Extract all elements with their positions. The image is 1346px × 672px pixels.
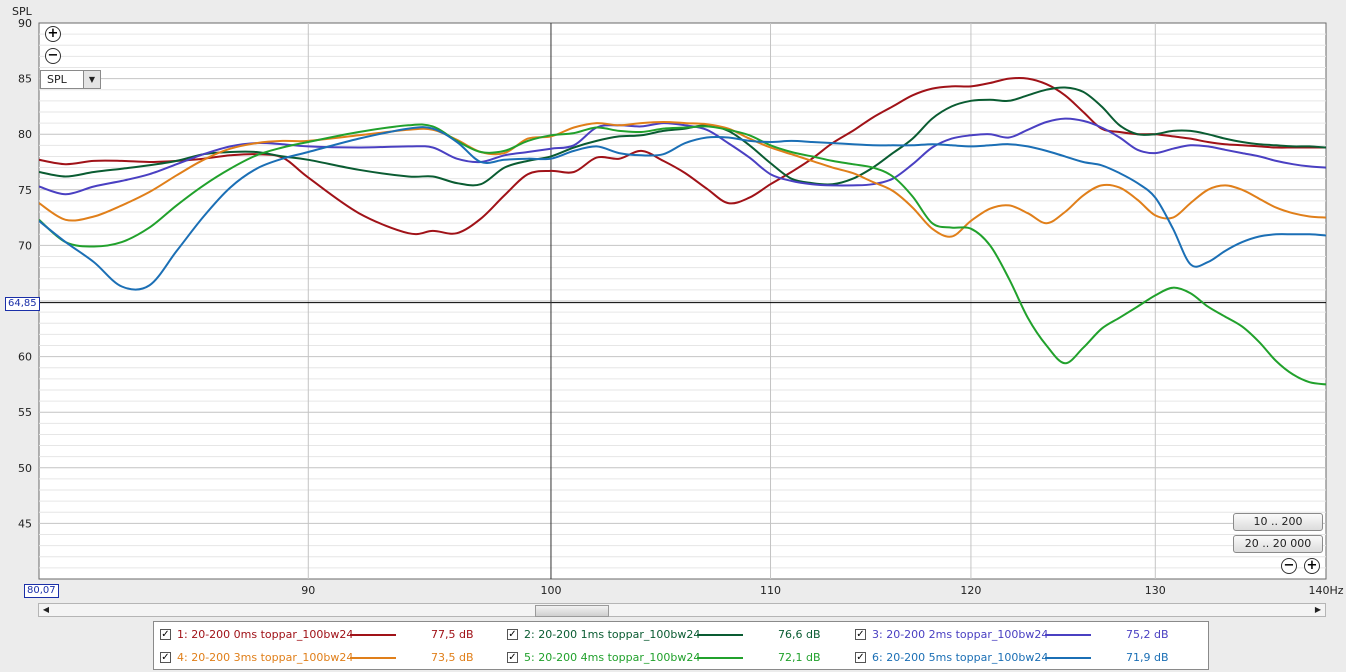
series-line-4: [39, 120, 1326, 238]
legend-value: 76,6 dB: [778, 628, 821, 641]
scroll-left-icon[interactable]: ◀: [42, 605, 50, 614]
y-tick-label: 60: [18, 351, 32, 364]
legend-line-swatch: [1045, 657, 1091, 659]
legend-item-1: ✓ 1: 20-200 0ms toppar_100bw24 77,5 dB: [160, 627, 490, 643]
legend-line-swatch: [1045, 634, 1091, 636]
legend-line-swatch: [350, 634, 396, 636]
x-start-readout: 80,07: [24, 584, 59, 598]
legend-series-name: 1: 20-200 0ms toppar_100bw24: [177, 628, 354, 641]
measurement-select[interactable]: SPL ▼: [40, 70, 101, 89]
scroll-thumb[interactable]: [535, 605, 609, 617]
y-tick-label: 70: [18, 239, 32, 252]
x-end-label: 140Hz: [1308, 584, 1343, 597]
legend-item-4: ✓ 4: 20-200 3ms toppar_100bw24 73,5 dB: [160, 650, 490, 666]
legend-value: 75,2 dB: [1126, 628, 1169, 641]
legend-value: 72,1 dB: [778, 651, 821, 664]
x-tick-label: 110: [760, 584, 781, 597]
range-20-20000-button[interactable]: 20 .. 20 000: [1233, 535, 1323, 553]
x-zoom-in-icon[interactable]: +: [1304, 558, 1320, 574]
legend-series-name: 2: 20-200 1ms toppar_100bw24: [524, 628, 701, 641]
series-line-2: [39, 86, 1326, 187]
legend-item-3: ✓ 3: 20-200 2ms toppar_100bw24 75,2 dB: [855, 627, 1185, 643]
y-tick-label: 75: [18, 184, 32, 197]
legend-checkbox[interactable]: ✓: [855, 652, 866, 663]
horizontal-scrollbar[interactable]: ◀ ▶: [38, 603, 1326, 617]
legend-value: 71,9 dB: [1126, 651, 1169, 664]
legend-line-swatch: [350, 657, 396, 659]
x-tick-label: 100: [540, 584, 561, 597]
x-tick-label: 90: [301, 584, 315, 597]
y-tick-label: 45: [18, 517, 32, 530]
legend-checkbox[interactable]: ✓: [507, 629, 518, 640]
x-zoom-in-glyph: +: [1306, 558, 1318, 573]
cursor-y-readout: 64,85: [5, 297, 40, 311]
legend-checkbox[interactable]: ✓: [160, 629, 171, 640]
x-tick-label: 120: [960, 584, 981, 597]
range-10-200-button[interactable]: 10 .. 200: [1233, 513, 1323, 531]
series-line-3: [39, 117, 1326, 196]
x-tick-label: 130: [1145, 584, 1166, 597]
series-line-6: [39, 126, 1326, 291]
zoom-out-glyph: −: [47, 48, 59, 63]
chevron-down-icon[interactable]: ▼: [83, 71, 100, 88]
y-tick-label: 85: [18, 73, 32, 86]
legend-value: 77,5 dB: [431, 628, 474, 641]
legend-checkbox[interactable]: ✓: [160, 652, 171, 663]
x-zoom-out-glyph: −: [1283, 558, 1295, 573]
y-tick-label: 50: [18, 462, 32, 475]
legend-series-name: 4: 20-200 3ms toppar_100bw24: [177, 651, 354, 664]
legend-line-swatch: [697, 634, 743, 636]
series-line-1: [39, 77, 1326, 236]
legend-panel: ✓ 1: 20-200 0ms toppar_100bw24 77,5 dB ✓ 2: …: [153, 621, 1209, 670]
y-tick-label: 90: [18, 17, 32, 30]
y-tick-label: 55: [18, 406, 32, 419]
series-line-5: [39, 123, 1326, 386]
legend-series-name: 6: 20-200 5ms toppar_100bw24: [872, 651, 1049, 664]
zoom-in-icon[interactable]: +: [45, 26, 61, 42]
legend-item-6: ✓ 6: 20-200 5ms toppar_100bw24 71,9 dB: [855, 650, 1185, 666]
legend-item-5: ✓ 5: 20-200 4ms toppar_100bw24 72,1 dB: [507, 650, 837, 666]
legend-line-swatch: [697, 657, 743, 659]
y-tick-label: 80: [18, 128, 32, 141]
legend-checkbox[interactable]: ✓: [855, 629, 866, 640]
legend-value: 73,5 dB: [431, 651, 474, 664]
legend-series-name: 3: 20-200 2ms toppar_100bw24: [872, 628, 1049, 641]
legend-series-name: 5: 20-200 4ms toppar_100bw24: [524, 651, 701, 664]
zoom-out-icon[interactable]: −: [45, 48, 61, 64]
legend-item-2: ✓ 2: 20-200 1ms toppar_100bw24 76,6 dB: [507, 627, 837, 643]
x-zoom-out-icon[interactable]: −: [1281, 558, 1297, 574]
zoom-in-glyph: +: [47, 26, 59, 41]
measurement-select-value: SPL: [47, 73, 67, 86]
spl-chart: 45 50 55 60 70 75 80 85 90 90 100 110 120 130 140Hz SPL: [12, 5, 1344, 597]
y-axis-label: SPL: [12, 5, 33, 18]
scroll-right-icon[interactable]: ▶: [1314, 605, 1322, 614]
legend-checkbox[interactable]: ✓: [507, 652, 518, 663]
